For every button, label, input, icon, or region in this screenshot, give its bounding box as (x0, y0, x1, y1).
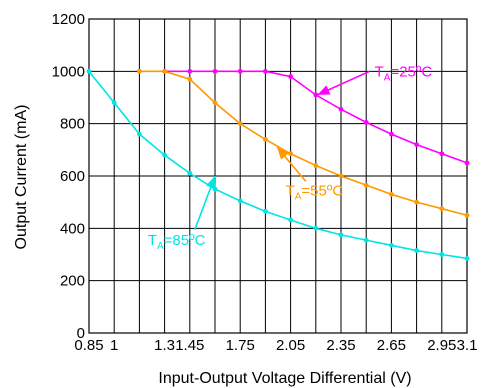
series-line (88, 70, 468, 260)
data-point (363, 182, 369, 188)
annotation-arrow-head (277, 147, 289, 160)
series-line (139, 70, 468, 217)
plot-frame (88, 18, 468, 334)
x-tick-label: 2.65 (377, 337, 406, 354)
data-point (187, 68, 193, 74)
annotation-arrow-head (317, 85, 331, 95)
series-0 (162, 68, 470, 166)
data-point (389, 191, 394, 197)
y-tick-label: 0 (77, 325, 85, 342)
data-point (439, 206, 445, 212)
data-point (414, 248, 419, 253)
series-1 (137, 68, 470, 218)
data-point (137, 68, 142, 74)
data-point (338, 232, 344, 238)
data-point (439, 151, 445, 157)
data-point (237, 198, 243, 204)
annotation-2: TA=85ºC (148, 175, 216, 252)
annotation-1: TA=55ºC (276, 146, 344, 202)
x-tick-label: 2.95 (427, 337, 456, 354)
data-point (313, 225, 319, 231)
x-tick-label: 2.35 (326, 337, 355, 354)
y-tick-label: 1200 (52, 11, 85, 28)
data-point (212, 68, 218, 74)
y-tick-label: 1000 (52, 63, 85, 80)
data-point (338, 173, 344, 179)
y-tick-label: 600 (60, 168, 85, 185)
data-point (313, 92, 319, 98)
x-tick-label: 2.05 (276, 337, 305, 354)
data-point (162, 152, 168, 158)
data-point (237, 68, 243, 74)
data-point (288, 74, 293, 79)
series-annotations: TA=25ºC TA=55ºC TA=85ºC (148, 63, 433, 252)
data-point (187, 76, 193, 82)
x-tick-label: 1.3 (154, 337, 175, 354)
data-point (313, 163, 319, 168)
data-point (288, 217, 293, 223)
data-point (212, 100, 218, 106)
x-tick-label: 1.75 (226, 337, 255, 354)
data-point (263, 208, 268, 214)
data-point (162, 68, 168, 74)
annotation-0: TA=25ºC (317, 63, 433, 96)
y-tick-labels: 0 200 400 600 800 1000 1200 (52, 11, 85, 342)
data-point (389, 131, 394, 137)
x-tick-label: 1.45 (175, 337, 204, 354)
y-tick-label: 800 (60, 116, 85, 133)
data-point (439, 252, 445, 257)
data-point (389, 242, 394, 248)
data-point (263, 68, 268, 74)
x-axis-label: Input-Output Voltage Differential (V) (158, 370, 411, 387)
y-tick-label: 400 (60, 220, 85, 237)
data-point (464, 256, 470, 261)
x-tick-label: 3.1 (457, 337, 478, 354)
y-axis-label: Output Current (mA) (13, 105, 30, 250)
data-point (464, 160, 470, 166)
annotation-label: TA=85ºC (148, 232, 206, 252)
x-tick-label: 0.85 (74, 337, 103, 354)
annotation-arrow-head (206, 176, 216, 189)
x-tick-labels: 0.85 1 1.3 1.45 1.75 2.05 2.35 2.65 2.95 3.1 (74, 337, 477, 354)
data-point (363, 119, 369, 125)
data-point (263, 136, 268, 142)
data-point (464, 212, 470, 218)
data-point (86, 68, 92, 74)
data-point (414, 142, 419, 148)
series-lines (86, 68, 470, 261)
data-point (363, 237, 369, 243)
annotation-label: TA=55ºC (286, 182, 344, 202)
data-point (338, 106, 344, 112)
data-point (137, 131, 142, 137)
y-tick-label: 200 (60, 273, 85, 290)
data-point (187, 170, 193, 176)
series-2 (86, 68, 470, 261)
data-point (414, 199, 419, 205)
data-point (111, 100, 117, 106)
x-tick-label: 1 (110, 337, 118, 354)
annotation-label: TA=25ºC (375, 63, 433, 83)
data-point (288, 151, 293, 157)
data-point (237, 121, 243, 127)
